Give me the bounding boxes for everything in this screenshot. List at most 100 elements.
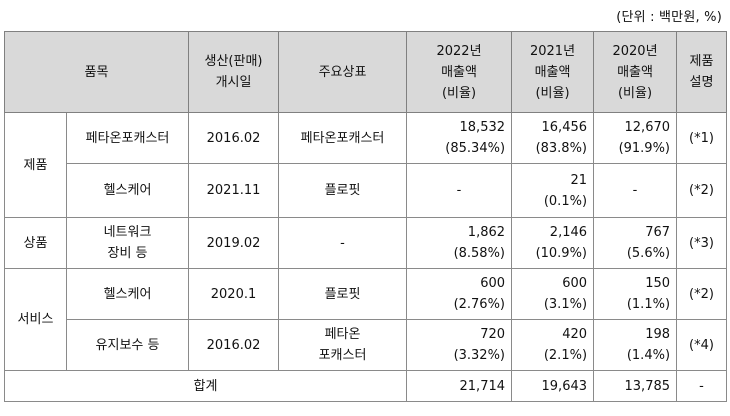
header-2021-year: 2021년	[529, 43, 576, 59]
sales-table: 품목 생산(판매) 개시일 주요상표 2022년 매출액 (비율) 2021년 …	[3, 31, 728, 402]
sales-2021: 420 (2.1%)	[511, 319, 595, 371]
sales-2022-value: 720	[480, 327, 506, 342]
sales-2022-value: 600	[480, 276, 506, 291]
table-row: 서비스 헬스케어 2020.1 플로핏 600 (2.76%) 600 (3.1…	[4, 268, 728, 371]
header-2020-ratio: (비율)	[617, 85, 653, 101]
description-note: (*4)	[676, 319, 728, 371]
sales-2020: -	[593, 163, 678, 218]
description-note: (*2)	[676, 268, 728, 320]
sales-2021-value: 21	[570, 172, 588, 188]
group-goods: 상품	[4, 217, 67, 269]
launch-date: 2020.1	[188, 268, 280, 320]
sales-2022-ratio: (8.58%)	[453, 246, 506, 261]
sales-2020-ratio: (5.6%)	[626, 246, 671, 261]
description-note: (*2)	[676, 163, 728, 218]
item-name: 헬스케어	[65, 268, 190, 320]
header-2021-ratio: (비율)	[535, 85, 570, 101]
header-2021: 2021년 매출액 (비율)	[511, 31, 595, 113]
header-2021-label: 매출액	[534, 64, 571, 80]
header-2022-year: 2022년	[436, 43, 482, 59]
total-note: -	[676, 370, 728, 402]
header-row: 품목 생산(판매) 개시일 주요상표 2022년 매출액 (비율) 2021년 …	[3, 31, 728, 113]
header-2022: 2022년 매출액 (비율)	[406, 31, 513, 113]
launch-date: 2019.02	[188, 217, 280, 269]
sales-2022-ratio: (85.34%)	[445, 141, 506, 156]
sales-2020-ratio: (1.1%)	[626, 297, 671, 312]
sales-2022: -	[406, 163, 513, 218]
sales-2022-value: 18,532	[459, 120, 506, 135]
brand-name: 페타온포캐스터	[278, 112, 408, 164]
sales-2021-ratio: (2.1%)	[543, 348, 588, 363]
sales-2020: 198 (1.4%)	[593, 319, 678, 371]
header-desc-line2: 설명	[689, 75, 714, 90]
group-service: 서비스	[4, 268, 67, 371]
sales-2022-ratio: (2.76%)	[453, 297, 506, 312]
table-row: 상품 네트워크 장비 등 2019.02 - 1,862 (8.58%) 2,1…	[4, 217, 728, 269]
sales-2022: 720 (3.32%)	[406, 319, 513, 371]
sales-2021: 2,146 (10.9%)	[511, 217, 595, 269]
sales-2021-ratio: (3.1%)	[543, 297, 588, 312]
item-name: 페타온포캐스터	[65, 112, 190, 164]
sales-2020-value: 198	[645, 327, 671, 342]
brand-name: 플로핏	[278, 163, 408, 218]
total-row: 합계 21,714 19,643 13,785 -	[3, 370, 728, 402]
header-desc-line1: 제품	[689, 54, 714, 69]
sales-2020-value: 12,670	[624, 120, 671, 135]
sales-2020: 767 (5.6%)	[593, 217, 678, 269]
sales-2021-value: 420	[562, 327, 588, 342]
header-2020-label: 매출액	[617, 64, 653, 80]
sales-2021-ratio: (10.9%)	[535, 246, 588, 261]
sales-2021-value: 2,146	[549, 225, 588, 240]
group-product: 제품	[4, 112, 67, 218]
sales-2022: 1,862 (8.58%)	[406, 217, 513, 269]
header-2020-year: 2020년	[612, 43, 658, 59]
item-name: 헬스케어	[65, 163, 190, 218]
sales-2020-ratio: (1.4%)	[626, 348, 671, 363]
brand-name: -	[278, 217, 408, 269]
total-2021: 19,643	[511, 370, 595, 402]
header-brand: 주요상표	[278, 31, 408, 113]
table-row: 제품 페타온포캐스터 2016.02 페타온포캐스터 18,532 (85.34…	[4, 112, 728, 218]
sales-2022-value: 1,862	[467, 225, 506, 240]
sales-2021: 16,456 (83.8%)	[511, 112, 595, 164]
header-item: 품목	[3, 31, 190, 113]
sales-2021: 600 (3.1%)	[511, 268, 595, 320]
unit-note: (단위 : 백만원, %)	[616, 10, 722, 25]
total-2022: 21,714	[406, 370, 513, 402]
launch-date: 2021.11	[188, 163, 280, 218]
table-row: 유지보수 등 2016.02 페타온 포캐스터 720 (3.32%) 420 …	[5, 319, 728, 371]
item-name-line2: 장비 등	[107, 246, 148, 261]
sales-2022: 18,532 (85.34%)	[406, 112, 513, 164]
sales-2021-ratio: (83.8%)	[535, 141, 588, 156]
header-launch-line1: 생산(판매)	[204, 54, 263, 69]
item-name: 네트워크 장비 등	[65, 217, 190, 269]
header-2020: 2020년 매출액 (비율)	[593, 31, 678, 113]
brand-name-line1: 페타온	[324, 327, 361, 342]
total-2020: 13,785	[593, 370, 678, 402]
header-launch-line2: 개시일	[215, 75, 252, 90]
description-note: (*3)	[676, 217, 728, 269]
sales-2021-ratio: (0.1%)	[543, 193, 588, 209]
header-2022-ratio: (비율)	[441, 85, 477, 101]
sales-2020: 150 (1.1%)	[593, 268, 678, 320]
sales-2020-value: 150	[645, 276, 671, 291]
header-launch-date: 생산(판매) 개시일	[188, 31, 280, 113]
total-label: 합계	[3, 370, 408, 402]
table-row: 헬스케어 2021.11 플로핏 - 21 (0.1%) - (*2)	[5, 163, 728, 218]
sales-2022: 600 (2.76%)	[406, 268, 513, 320]
brand-name-line2: 포캐스터	[318, 348, 367, 363]
brand-name: 플로핏	[278, 268, 408, 320]
sales-2021: 21 (0.1%)	[511, 163, 595, 218]
brand-name: 페타온 포캐스터	[278, 319, 408, 371]
sales-2021-value: 600	[562, 276, 588, 291]
sales-2021-value: 16,456	[541, 120, 588, 135]
launch-date: 2016.02	[188, 319, 280, 371]
sales-2020-value: 767	[645, 225, 671, 240]
sales-2022-ratio: (3.32%)	[453, 348, 506, 363]
item-name-line1: 네트워크	[103, 225, 152, 240]
sales-2020-ratio: (91.9%)	[618, 141, 671, 156]
item-name: 유지보수 등	[65, 319, 190, 371]
description-note: (*1)	[676, 112, 728, 164]
header-2022-label: 매출액	[441, 64, 477, 80]
header-description: 제품 설명	[676, 31, 728, 113]
